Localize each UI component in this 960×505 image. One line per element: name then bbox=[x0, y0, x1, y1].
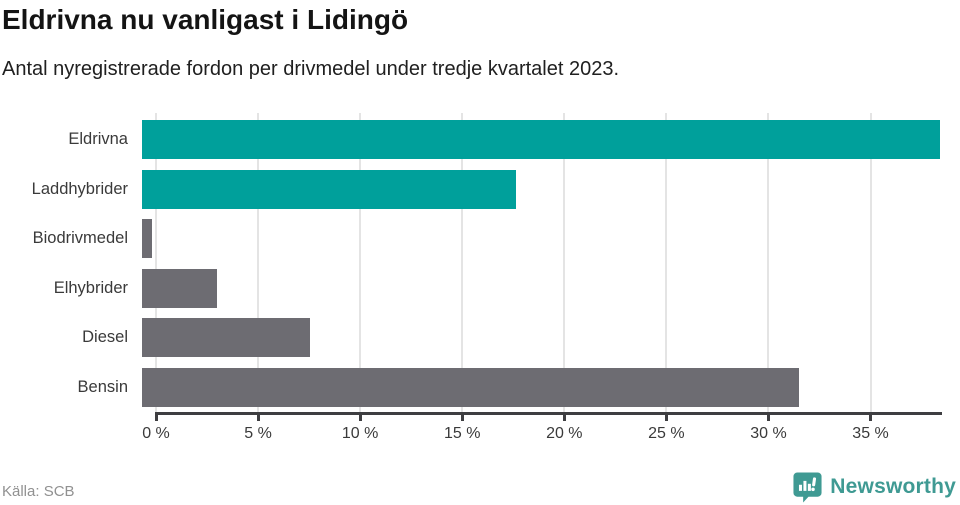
tick-label-0: 0 % bbox=[142, 425, 170, 442]
category-label: Diesel bbox=[82, 328, 128, 347]
bar-bensin bbox=[142, 367, 799, 407]
bar-biodrivmedel bbox=[142, 219, 153, 259]
bar-track bbox=[142, 219, 942, 259]
bar-track bbox=[142, 120, 942, 160]
gridline-30 bbox=[767, 113, 770, 412]
tick-mark-10 bbox=[358, 412, 362, 421]
bar-elhybrider bbox=[142, 268, 217, 308]
bar-row: Elhybrider bbox=[0, 264, 942, 314]
tick-label-30: 30 % bbox=[750, 425, 787, 442]
category-label: Laddhybrider bbox=[31, 179, 128, 198]
tick-mark-30 bbox=[766, 412, 770, 421]
tick-label-10: 10 % bbox=[341, 425, 379, 442]
x-axis: 0 % 5 % 10 % 15 % 20 % 25 % 30 % 35 % bbox=[142, 412, 942, 457]
tick-label-25: 25 % bbox=[648, 425, 685, 442]
bar-row: Bensin bbox=[0, 363, 942, 413]
tick-mark-35 bbox=[869, 412, 873, 421]
chart-title: Eldrivna nu vanligast i Lidingö bbox=[2, 4, 409, 35]
category-label: Bensin bbox=[77, 377, 128, 396]
bar-diesel bbox=[142, 318, 311, 358]
gridline-10 bbox=[359, 113, 362, 412]
bar-row: Laddhybrider bbox=[0, 165, 942, 215]
tick-mark-0 bbox=[154, 412, 158, 421]
bar-row: Diesel bbox=[0, 313, 942, 363]
gridline-container bbox=[155, 113, 942, 412]
tick-mark-15 bbox=[460, 412, 464, 421]
tick-label-35: 35 % bbox=[852, 425, 889, 442]
x-axis-line bbox=[156, 412, 942, 415]
tick-mark-5 bbox=[256, 412, 260, 421]
gridline-25 bbox=[665, 113, 668, 412]
gridline-20 bbox=[563, 113, 566, 412]
gridline-0 bbox=[155, 113, 157, 412]
source-note: Källa: SCB bbox=[2, 483, 75, 500]
category-label: Eldrivna bbox=[68, 130, 128, 149]
bar-track bbox=[142, 169, 942, 209]
bar-eldrivna bbox=[142, 120, 940, 160]
gridline-15 bbox=[461, 113, 464, 412]
category-label: Biodrivmedel bbox=[32, 229, 128, 248]
bar-laddhybrider bbox=[142, 169, 517, 209]
bar-chart-speech-bubble-icon bbox=[793, 472, 822, 503]
tick-label-15: 15 % bbox=[443, 425, 481, 442]
bar-rows: Eldrivna Laddhybrider Biodrivmedel Elhybrid… bbox=[0, 115, 942, 412]
bar-row: Eldrivna bbox=[0, 115, 942, 165]
tick-label-5: 5 % bbox=[244, 425, 272, 442]
plot-area: Eldrivna Laddhybrider Biodrivmedel Elhybrid… bbox=[0, 113, 942, 415]
bar-row: Biodrivmedel bbox=[0, 214, 942, 264]
chart-subtitle: Antal nyregistrerade fordon per drivmede… bbox=[2, 58, 620, 80]
bar-track bbox=[142, 268, 942, 308]
tick-mark-20 bbox=[562, 412, 566, 421]
tick-label-20: 20 % bbox=[546, 425, 583, 442]
brand-logo: Newsworthy bbox=[792, 471, 956, 503]
bar-track bbox=[142, 318, 942, 358]
gridline-5 bbox=[257, 113, 260, 412]
tick-mark-25 bbox=[664, 412, 668, 421]
brand-name: Newsworthy bbox=[830, 475, 956, 498]
gridline-35 bbox=[869, 113, 872, 412]
category-label: Elhybrider bbox=[53, 278, 128, 297]
bar-track bbox=[142, 367, 942, 407]
